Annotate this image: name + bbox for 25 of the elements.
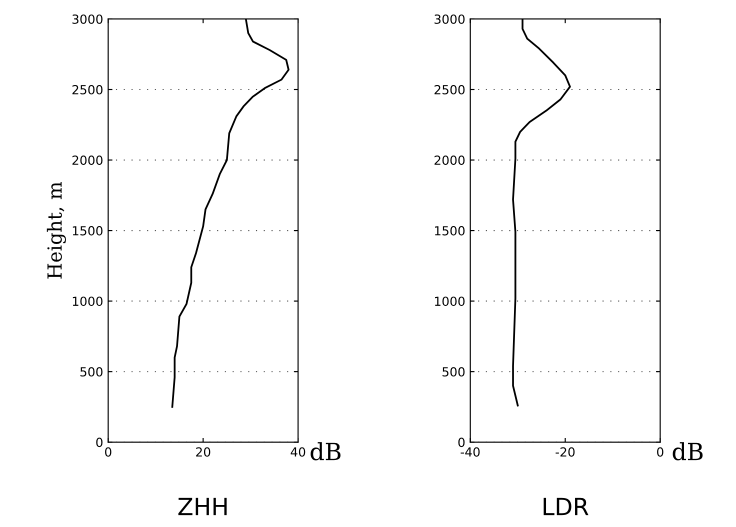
x-axis-title: dB — [310, 442, 340, 460]
y-tick-label: 1500 — [72, 226, 102, 236]
y-tick-label: 0 — [458, 438, 465, 448]
x-tick-label: 40 — [290, 447, 306, 457]
x-tick-label: 20 — [196, 447, 210, 457]
x-axis-title: dB — [672, 442, 703, 460]
y-tick-label: 2500 — [434, 84, 465, 94]
y-tick-label: 500 — [80, 367, 102, 377]
x-tick-label: -20 — [556, 447, 575, 457]
text: ZHH — [178, 498, 227, 516]
y-tick-label: 2500 — [72, 84, 102, 94]
text: LDR — [544, 498, 588, 516]
x-tick-label: -40 — [460, 447, 480, 457]
y-tick-label: 1500 — [435, 226, 465, 236]
y-tick-label: 2000 — [434, 156, 465, 165]
y-tick-label: 500 — [442, 367, 465, 377]
y-axis-title: Height, m — [46, 182, 66, 279]
y-tick-label: 1000 — [72, 296, 102, 306]
x-tick-label: 0 — [657, 447, 664, 457]
y-tick-label: 3000 — [434, 14, 465, 24]
y-tick-label: 0 — [96, 438, 102, 448]
y-tick-label: 3000 — [72, 14, 102, 24]
y-tick-label: 2000 — [72, 156, 102, 165]
y-tick-label: 1000 — [435, 296, 465, 306]
x-tick-label: 0 — [105, 447, 112, 457]
